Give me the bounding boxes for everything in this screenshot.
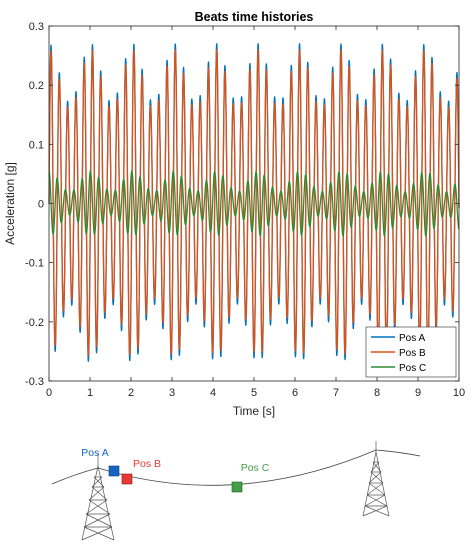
legend-label-pos-a: Pos A <box>399 333 425 344</box>
x-tick-label: 7 <box>333 387 339 399</box>
chart-title: Beats time histories <box>195 10 314 24</box>
cable-right-span <box>375 449 421 457</box>
cable-left-span <box>51 467 99 485</box>
legend-label-pos-c: Pos C <box>399 363 426 374</box>
x-tick-label: 8 <box>374 387 380 399</box>
sensor-pos-c <box>231 481 243 493</box>
series-line-pos-c <box>48 170 460 237</box>
x-tick-label: 1 <box>87 387 93 399</box>
y-tick-label: 0 <box>38 199 44 211</box>
sensor-pos-a <box>108 465 120 477</box>
right-tower-icon <box>362 441 390 517</box>
y-axis-label: Acceleration [g] <box>3 162 17 245</box>
cable-diagram: Pos A Pos B Pos C <box>51 441 421 541</box>
series-line-pos-b <box>48 49 460 356</box>
x-axis-label: Time [s] <box>233 404 275 418</box>
x-tick-label: 3 <box>169 387 175 399</box>
y-tick-label: -0.2 <box>25 317 44 329</box>
sensor-label-pos-c: Pos C <box>241 462 270 474</box>
x-tick-label: 9 <box>415 387 421 399</box>
x-tick-label: 6 <box>292 387 298 399</box>
y-tick-label: 0.1 <box>29 139 44 151</box>
sensor-label-pos-a: Pos A <box>81 447 108 459</box>
x-tick-label: 2 <box>128 387 134 399</box>
sensor-pos-b <box>121 473 133 485</box>
series-line-pos-a <box>48 43 460 362</box>
x-tick-label: 4 <box>210 387 216 399</box>
legend: Pos A Pos B Pos C <box>365 326 457 378</box>
series-layer <box>48 43 460 362</box>
sensor-label-pos-b: Pos B <box>133 458 161 470</box>
y-tick-label: -0.1 <box>25 258 44 270</box>
ticks-layer: 0 1 2 3 4 5 6 7 8 9 10 0.3 0.2 0.1 0 -0.1 -0.2 -0.3 <box>25 21 465 399</box>
x-tick-label: 5 <box>251 387 257 399</box>
y-tick-label: 0.3 <box>29 21 44 33</box>
y-tick-label: 0.2 <box>29 80 44 92</box>
y-tick-label: -0.3 <box>25 376 44 388</box>
legend-label-pos-b: Pos B <box>399 348 426 359</box>
x-tick-label: 10 <box>453 387 465 399</box>
left-tower-icon <box>81 454 115 541</box>
x-tick-label: 0 <box>46 387 52 399</box>
